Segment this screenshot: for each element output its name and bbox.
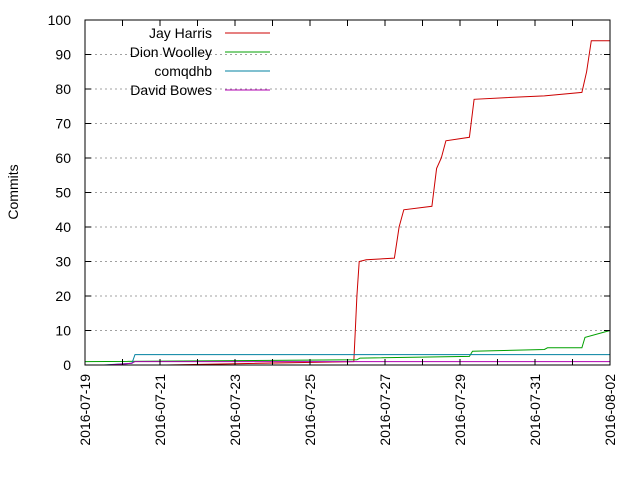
x-tick-label: 2016-08-02 [602, 374, 618, 446]
x-tick-label: 2016-07-23 [227, 374, 243, 446]
y-tick-label: 60 [55, 150, 71, 166]
y-tick-label: 50 [55, 185, 71, 201]
x-tick-label: 2016-07-25 [302, 374, 318, 446]
y-tick-label: 20 [55, 288, 71, 304]
x-tick-label: 2016-07-31 [527, 374, 543, 446]
series-line-1 [84, 330, 611, 363]
y-tick-label: 90 [55, 47, 71, 63]
legend: Jay Harris Dion Woolley comqdhb David Bowes [130, 25, 270, 98]
series-layer [84, 40, 611, 366]
x-tick-label: 2016-07-19 [77, 374, 93, 446]
legend-label-1: Dion Woolley [130, 44, 212, 60]
y-tick-label: 30 [55, 254, 71, 270]
tick-layer: 0 10 20 30 40 50 60 70 80 90 100 2016-07-19 2016-07-… [48, 12, 618, 446]
x-tick-label: 2016-07-21 [152, 374, 168, 446]
legend-label-0: Jay Harris [149, 25, 212, 41]
y-tick-label: 80 [55, 81, 71, 97]
x-tick-label: 2016-07-27 [377, 374, 393, 446]
y-tick-label: 100 [48, 12, 72, 28]
series-line-0 [166, 40, 610, 366]
x-tick-label: 2016-07-29 [452, 374, 468, 446]
y-tick-label: 70 [55, 116, 71, 132]
legend-label-2: comqdhb [154, 63, 212, 79]
legend-label-3: David Bowes [130, 82, 212, 98]
y-tick-label: 0 [63, 357, 71, 373]
y-tick-label: 10 [55, 323, 71, 339]
y-tick-label: 40 [55, 219, 71, 235]
series-line-3 [106, 361, 610, 366]
y-axis-title: Commits [5, 164, 21, 219]
